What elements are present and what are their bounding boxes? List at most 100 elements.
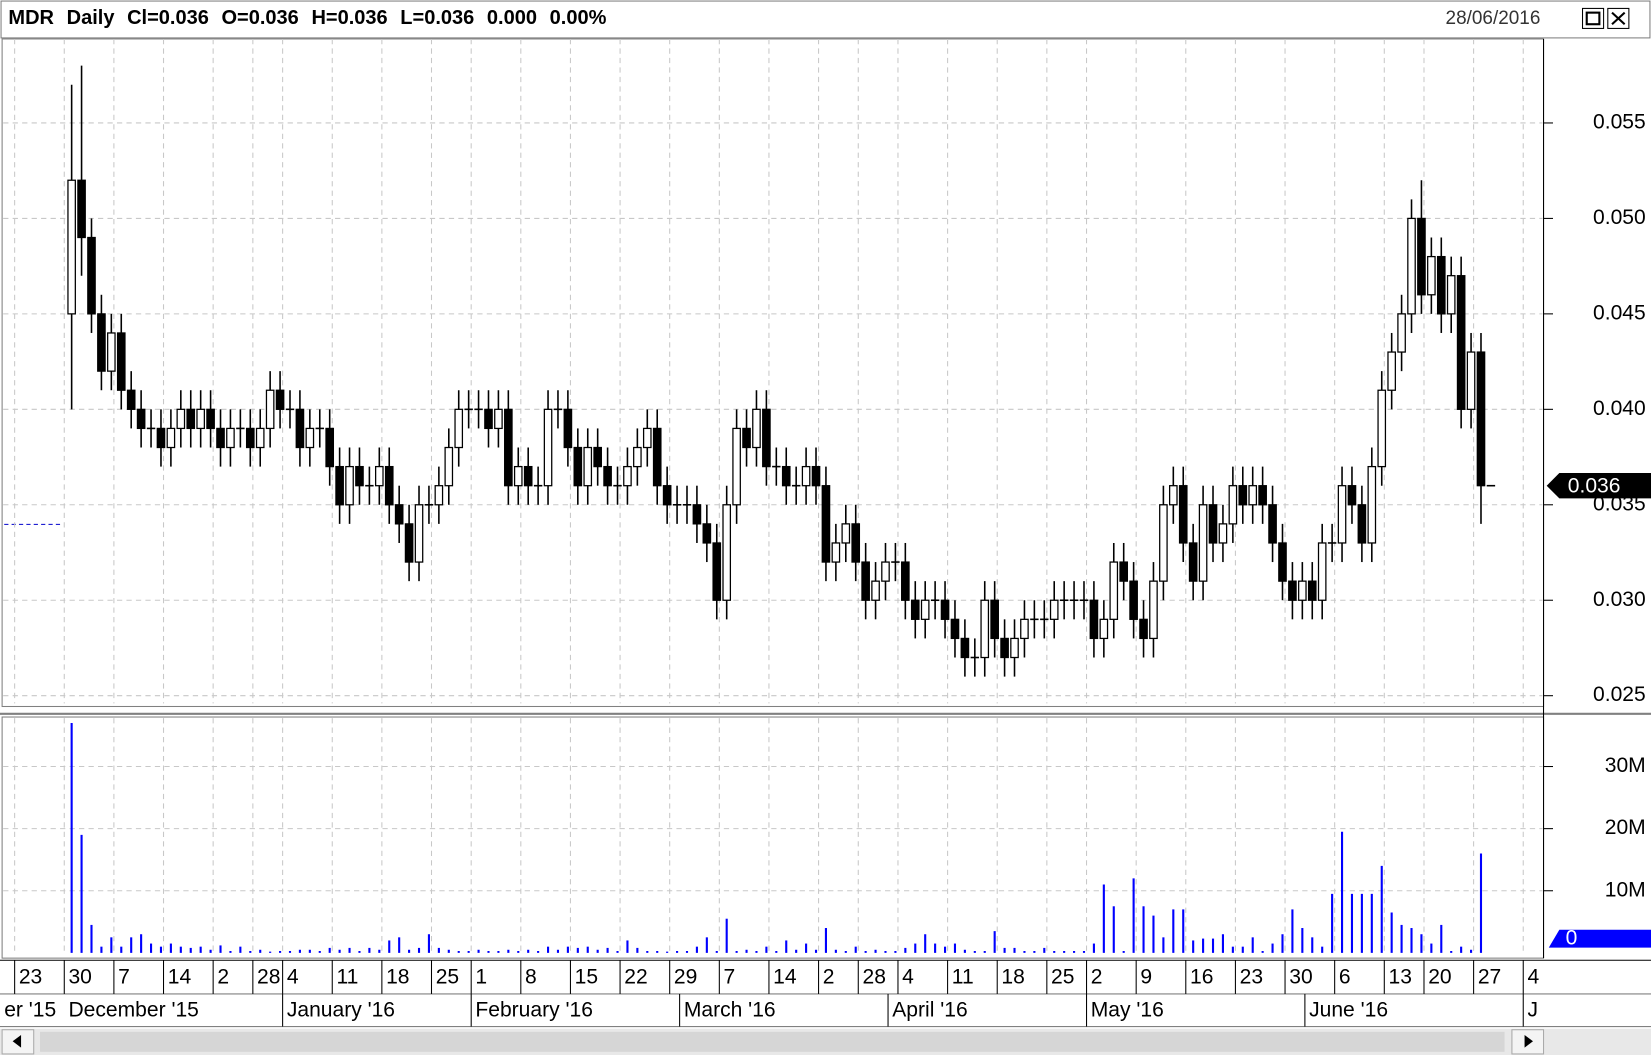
candle-body [305, 427, 315, 449]
candle-body [1149, 580, 1158, 640]
x-tick-label: 11 [952, 966, 974, 989]
candle-body [77, 179, 86, 239]
candle-body [1188, 542, 1198, 582]
candle-body [940, 599, 950, 620]
candle-body [752, 408, 761, 449]
x-tick-label: 14 [168, 966, 192, 989]
y-tick-label: 20M [1605, 816, 1646, 839]
candle-body [811, 465, 821, 487]
x-tick-label: 20 [1428, 966, 1451, 989]
candle-body [633, 446, 642, 468]
candle-body [1000, 637, 1009, 659]
candle-body [126, 389, 136, 410]
candle-body [1476, 351, 1486, 487]
candle-body [910, 599, 920, 620]
x-tick-label: 28 [862, 966, 885, 989]
candle-body [603, 465, 612, 487]
last-volume-label: 0 [1566, 927, 1578, 950]
labels: 0.025 0.030 0.035 0.040 0.045 0.050 0.055 0.036… [4, 111, 1646, 1022]
y-tick-label: 0.045 [1593, 301, 1646, 324]
candle-body [67, 179, 76, 315]
header-bar [0, 0, 1651, 39]
candle-body [156, 427, 166, 449]
candle-body [355, 465, 364, 487]
candle-body [871, 580, 880, 601]
x-tick-label: 4 [287, 966, 299, 989]
candle-body [384, 465, 394, 506]
y-tick-label: 0.050 [1593, 206, 1646, 229]
y-tick-label: 10M [1605, 878, 1646, 901]
candle-body [722, 504, 732, 601]
candle-body [781, 465, 791, 487]
candle-body [335, 465, 344, 506]
header-field: H=0.036 [311, 7, 387, 29]
candle-body [990, 599, 999, 640]
header-text: MDR Daily Cl=0.036 O=0.036 H=0.036 L=0.036 0.0… [8, 7, 606, 29]
candle-body [1119, 561, 1129, 582]
candle-body [652, 427, 662, 487]
candle-body [196, 408, 205, 430]
candle-body [960, 637, 970, 659]
candle-body [692, 504, 702, 525]
candle-body [593, 446, 602, 468]
candle-body [1298, 580, 1307, 601]
candle-body [563, 408, 573, 449]
x-tick-label: 27 [1478, 966, 1501, 989]
candle-body [1347, 485, 1357, 506]
header-field: 0.000 [487, 7, 537, 29]
candle-body [1436, 255, 1446, 315]
header-date: 28/06/2016 [1446, 8, 1541, 29]
candle-body [1357, 504, 1367, 544]
scroll-thumb[interactable] [40, 1031, 1505, 1052]
month-label: J [1527, 998, 1538, 1021]
close-icon [1611, 11, 1626, 25]
candle-body [265, 389, 275, 430]
candle-body [1278, 542, 1287, 582]
x-tick-label: 4 [902, 966, 914, 989]
candle-body [1288, 580, 1297, 601]
window-buttons[interactable] [1581, 7, 1630, 29]
header-field: O=0.036 [222, 7, 299, 29]
x-tick-label: 8 [525, 966, 537, 989]
candle-body [513, 465, 523, 487]
y-tick-label: 0.030 [1593, 588, 1646, 611]
month-label: February '16 [475, 998, 593, 1021]
header-field: MDR [8, 7, 54, 29]
x-tick-label: 25 [1051, 966, 1074, 989]
candle-body [176, 408, 186, 430]
x-tick-label: 30 [1289, 966, 1312, 989]
month-label: er '15 [4, 998, 56, 1021]
x-tick-label: 29 [674, 966, 697, 989]
x-tick-label: 11 [336, 966, 358, 989]
candle-body [583, 446, 593, 487]
arrow-icon [1524, 1034, 1533, 1048]
x-tick-label: 28 [257, 966, 280, 989]
candle-body [1407, 217, 1416, 315]
candle-body [1020, 618, 1029, 640]
candle-body [1258, 485, 1267, 506]
candle-body [1466, 351, 1476, 410]
candle-body [87, 236, 96, 315]
x-tick-label: 1 [475, 966, 487, 989]
last-volume-marker [1548, 929, 1651, 948]
candle-body [1417, 217, 1426, 296]
month-label: March '16 [684, 998, 776, 1021]
candle-body [1367, 465, 1377, 544]
candle-body [901, 561, 910, 601]
candle-body [434, 485, 444, 506]
candle-body [642, 427, 652, 449]
candle-body [662, 485, 672, 506]
x-tick-label: 6 [1339, 966, 1351, 989]
candle-body [374, 465, 384, 487]
candle-body [404, 523, 414, 563]
candle-body [1228, 485, 1238, 525]
month-label: June '16 [1309, 998, 1388, 1021]
x-tick-label: 22 [624, 966, 647, 989]
candle-body [1218, 523, 1228, 544]
candle-body [295, 408, 305, 449]
candle-body [1099, 618, 1109, 640]
x-tick-label: 2 [1091, 966, 1103, 989]
header-field: 0.00% [550, 7, 607, 29]
scrollbar[interactable] [0, 1028, 1651, 1055]
y-tick-label: 0.055 [1593, 111, 1646, 134]
